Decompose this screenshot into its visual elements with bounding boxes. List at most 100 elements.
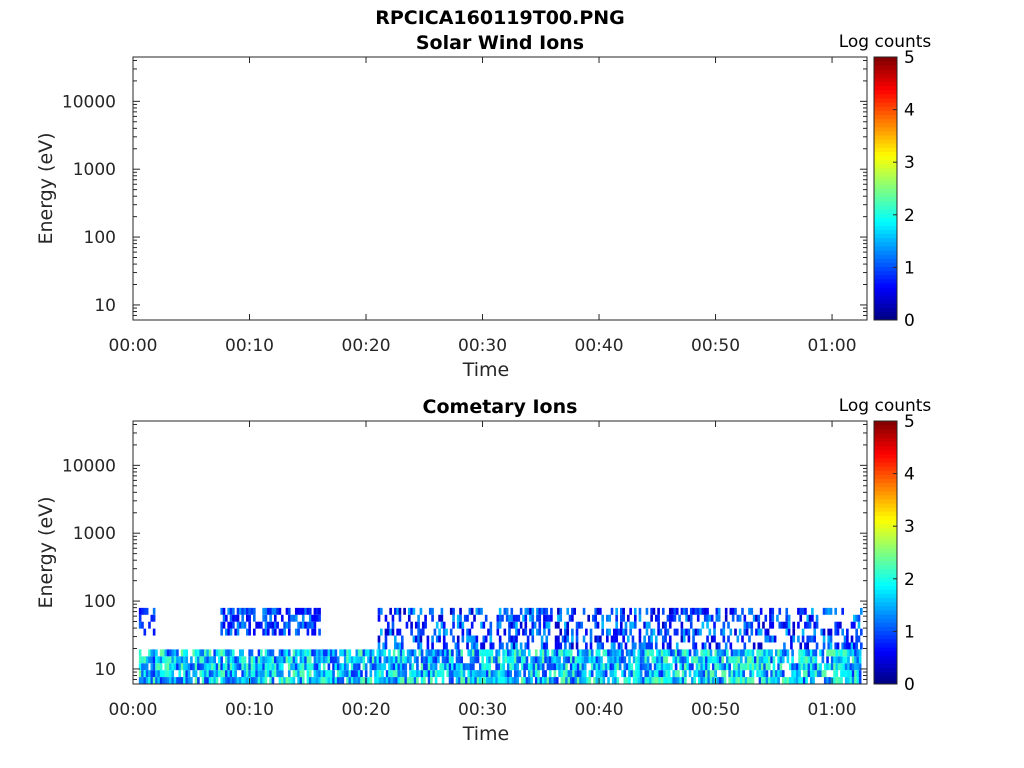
heatmap-cell — [322, 663, 326, 671]
heatmap-cell — [138, 649, 142, 657]
heatmap-cell — [322, 670, 326, 678]
heatmap-cell — [543, 628, 546, 636]
heatmap-cell — [687, 635, 691, 643]
heatmap-cell — [197, 663, 200, 671]
heatmap-cell — [430, 670, 433, 678]
heatmap-cell — [798, 656, 801, 664]
heatmap-cell — [432, 656, 436, 664]
heatmap-cell — [561, 635, 565, 643]
heatmap-cell — [488, 677, 491, 684]
heatmap-cell — [566, 635, 570, 643]
heatmap-cell — [157, 677, 161, 684]
heatmap-cell — [225, 628, 228, 636]
heatmap-cell — [714, 656, 717, 664]
heatmap-cell — [829, 642, 833, 650]
heatmap-cell — [802, 663, 806, 671]
heatmap-cell — [748, 635, 751, 643]
heatmap-cell — [162, 649, 165, 657]
heatmap-cell — [841, 607, 844, 615]
heatmap-cell — [546, 656, 550, 664]
heatmap-cell — [800, 677, 804, 684]
heatmap-cell — [206, 656, 210, 664]
colorbar-swatch — [874, 172, 897, 177]
heatmap-cell — [227, 607, 230, 615]
heatmap-cell — [518, 670, 522, 678]
heatmap-cell — [748, 607, 751, 615]
heatmap-cell — [143, 628, 147, 636]
heatmap-cell — [283, 621, 286, 629]
heatmap-cell — [779, 663, 783, 671]
heatmap-cell — [844, 663, 848, 671]
heatmap-cell — [769, 614, 772, 622]
heatmap-cell — [576, 656, 580, 664]
heatmap-cell — [513, 670, 517, 678]
heatmap-cell — [731, 614, 735, 622]
heatmap-cell — [213, 663, 217, 671]
colorbar-swatch — [874, 618, 897, 623]
heatmap-cell — [588, 656, 592, 664]
heatmap-cell — [318, 614, 321, 622]
colorbar-swatch — [874, 490, 897, 496]
heatmap-cell — [406, 677, 410, 684]
heatmap-cell — [413, 649, 417, 657]
heatmap-cell — [589, 635, 593, 643]
heatmap-cell — [800, 656, 804, 664]
heatmap-cell — [246, 677, 249, 684]
heatmap-cell — [622, 628, 625, 636]
heatmap-cell — [571, 614, 574, 622]
heatmap-cell — [526, 642, 530, 650]
heatmap-cell — [645, 607, 649, 615]
heatmap-cell — [278, 677, 282, 684]
heatmap-cell — [537, 677, 540, 684]
heatmap-cell — [470, 635, 474, 643]
heatmap-cell — [741, 635, 744, 643]
heatmap-cell — [826, 649, 829, 657]
heatmap-cell — [461, 635, 465, 643]
heatmap-cell — [355, 670, 359, 678]
heatmap-cell — [350, 670, 354, 678]
heatmap-cell — [730, 670, 734, 678]
colorbar-swatch — [874, 589, 897, 594]
colorbar-swatch — [874, 507, 897, 512]
heatmap-cell — [540, 607, 544, 615]
heatmap-cell — [220, 670, 224, 678]
heatmap-cell — [462, 677, 466, 684]
heatmap-cell — [701, 621, 705, 629]
heatmap-cell — [815, 614, 819, 622]
heatmap-cell — [461, 621, 465, 629]
heatmap-cell — [553, 663, 557, 671]
colorbar-swatch — [874, 225, 897, 230]
heatmap-cell — [332, 677, 335, 684]
heatmap-cell — [779, 656, 783, 664]
heatmap-cell — [853, 642, 856, 650]
heatmap-cell — [610, 635, 614, 643]
heatmap-cell — [545, 635, 549, 643]
heatmap-cell — [785, 614, 789, 622]
heatmap-cell — [315, 614, 319, 622]
heatmap-cell — [778, 607, 782, 615]
heatmap-cell — [241, 607, 244, 615]
heatmap-cell — [280, 649, 284, 657]
heatmap-cell — [150, 614, 154, 622]
heatmap-cell — [744, 663, 748, 671]
heatmap-cell — [592, 614, 595, 622]
heatmap-cell — [836, 628, 840, 636]
heatmap-cell — [759, 628, 763, 636]
heatmap-cell — [264, 656, 268, 664]
heatmap-cell — [297, 677, 300, 684]
heatmap-cell — [703, 607, 707, 615]
heatmap-cell — [649, 670, 652, 678]
heatmap-cell — [811, 614, 814, 622]
heatmap-cell — [681, 649, 685, 657]
heatmap-cell — [750, 607, 754, 615]
heatmap-cell — [572, 670, 575, 678]
heatmap-cell — [787, 614, 791, 622]
heatmap-cell — [378, 649, 382, 657]
heatmap-cell — [474, 670, 477, 678]
heatmap-cell — [712, 656, 715, 664]
heatmap-cell — [751, 670, 755, 678]
colorbar-swatch — [874, 581, 897, 586]
heatmap-cell — [712, 670, 715, 678]
heatmap-cell — [524, 642, 528, 650]
heatmap-cell — [635, 677, 638, 684]
